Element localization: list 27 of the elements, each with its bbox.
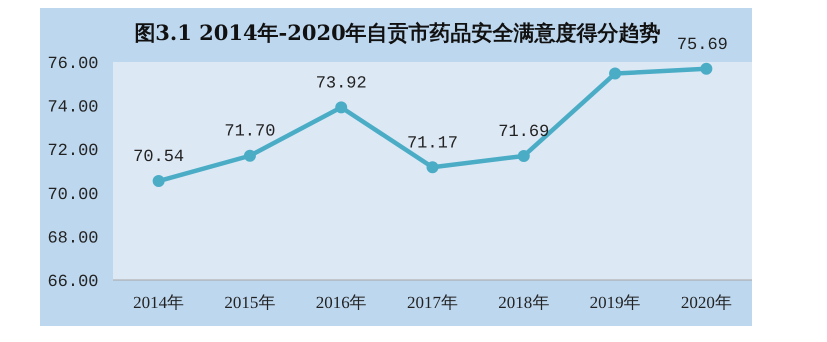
x-tick-label: 2018年 — [498, 293, 550, 312]
data-label: 71.70 — [224, 122, 276, 142]
data-label: 75.69 — [676, 36, 728, 55]
y-tick-label: 72.00 — [47, 142, 99, 162]
point — [518, 150, 530, 162]
point — [609, 68, 622, 80]
x-tick-label: 2016年 — [316, 293, 367, 312]
y-tick-label: 68.00 — [47, 229, 99, 248]
point — [152, 175, 165, 188]
y-tick-label: 66.00 — [47, 273, 99, 292]
data-label: 73.92 — [316, 74, 367, 94]
y-tick-label: 76.00 — [47, 55, 99, 74]
x-tick-label: 2020年 — [680, 293, 732, 312]
data-label: 71.69 — [498, 122, 550, 142]
x-tick-label: 2017年 — [407, 293, 458, 312]
point — [244, 150, 256, 162]
x-tick-label: 2019年 — [590, 293, 641, 312]
y-tick-label: 74.00 — [47, 98, 99, 118]
data-label: 70.54 — [133, 148, 184, 168]
point — [426, 161, 438, 174]
y-tick-label: 70.00 — [47, 186, 99, 205]
point — [335, 101, 348, 114]
chart-title: 图3.1 2014年-2020年自贡市药品安全满意度得分趋势 — [134, 20, 661, 45]
point — [700, 62, 712, 75]
x-tick-label: 2014年 — [133, 293, 184, 312]
x-tick-label: 2015年 — [224, 293, 276, 312]
data-label: 71.17 — [406, 134, 458, 154]
